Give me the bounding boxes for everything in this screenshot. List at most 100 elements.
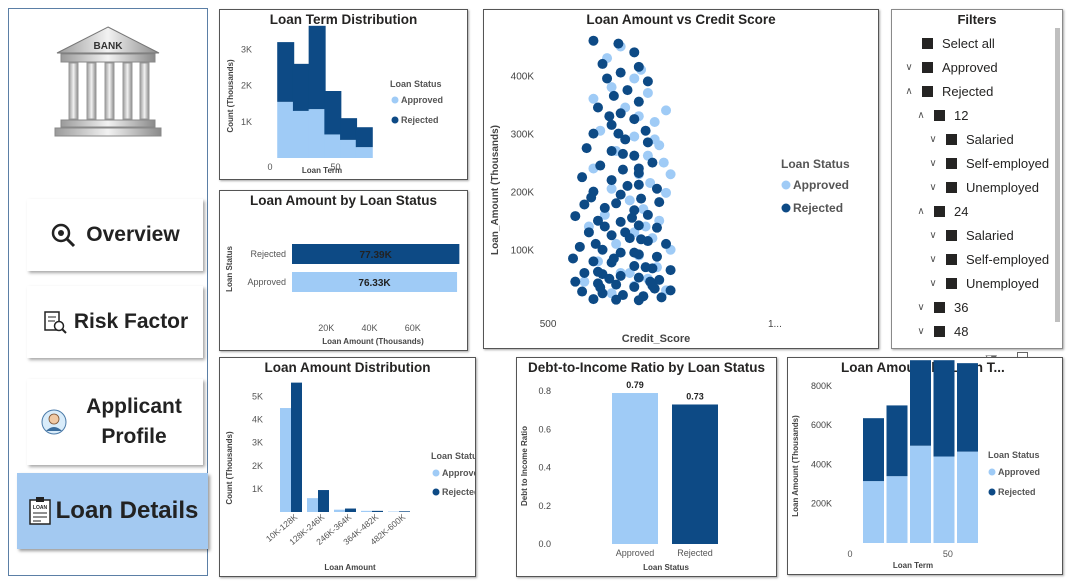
checkbox[interactable]: [922, 37, 933, 49]
scatter-point: [611, 279, 622, 290]
nav-overview-button[interactable]: Overview: [27, 199, 203, 271]
filter-item[interactable]: ∧ 12: [914, 104, 968, 126]
scatter-point: [647, 157, 658, 168]
y-tick-label: 2K: [241, 81, 252, 91]
chevron-up-icon[interactable]: ∧: [905, 85, 913, 97]
scatter-point: [633, 61, 644, 72]
scatter-point: [592, 215, 603, 226]
y-axis-label: Loan Status: [225, 246, 234, 292]
bar: [672, 404, 718, 544]
data-label: 0.73: [686, 391, 704, 401]
nav-applicant-profile-button[interactable]: Applicant Profile: [27, 379, 203, 465]
scatter-point: [622, 85, 633, 96]
navigation-panel: BANK Overview Risk Factor A: [8, 8, 208, 576]
filter-item-label: 12: [954, 107, 969, 123]
legend-label-approved: Approved: [998, 467, 1040, 477]
x-axis-label: Credit_Score: [622, 333, 690, 345]
chevron-down-icon[interactable]: ∨: [929, 157, 937, 169]
loan-term-distribution-panel: Loan Term Distribution Count (Thousands)…: [219, 9, 468, 180]
chevron-down-icon[interactable]: ∨: [929, 277, 937, 289]
filter-scrollbar[interactable]: [1055, 28, 1060, 322]
scatter-point: [629, 281, 640, 292]
filter-item[interactable]: ∨ Salaried: [926, 128, 1013, 150]
filter-item[interactable]: ∨ Unemployed: [926, 272, 1039, 294]
scatter-point: [654, 197, 665, 208]
x-tick-label: 0: [267, 162, 272, 172]
checkbox[interactable]: [946, 253, 957, 265]
y-tick-label: 300K: [511, 130, 535, 141]
filter-item-label: 36: [954, 299, 969, 315]
checkbox[interactable]: [946, 157, 957, 169]
loan-amount-distribution-panel: Loan Amount Distribution Count (Thousand…: [219, 357, 476, 577]
y-tick-label: 2K: [252, 461, 263, 471]
filter-item[interactable]: ∨ Unemployed: [926, 176, 1039, 198]
chevron-up-icon[interactable]: ∧: [917, 205, 925, 217]
filter-item[interactable]: ∧ Rejected: [902, 80, 993, 102]
scatter-point: [636, 193, 647, 204]
checkbox[interactable]: [946, 133, 957, 145]
nav-risk-factor-button[interactable]: Risk Factor: [27, 286, 203, 358]
bar-approved: [277, 101, 295, 158]
scatter-point: [588, 294, 599, 305]
checkbox[interactable]: [946, 181, 957, 193]
x-tick-label: 40K: [361, 323, 377, 333]
scatter-point: [654, 274, 665, 285]
scatter-point: [608, 253, 619, 264]
filter-item[interactable]: ∨ Approved: [902, 56, 997, 78]
nav-applicant-profile-label: Applicant Profile: [86, 395, 182, 448]
scatter-point: [651, 251, 662, 262]
legend-marker-approved: [391, 96, 399, 104]
chevron-up-icon[interactable]: ∧: [917, 109, 925, 121]
chevron-down-icon[interactable]: ∨: [929, 133, 937, 145]
nav-overview-label: Overview: [86, 223, 180, 246]
x-tick-label: Approved: [616, 548, 655, 558]
bar-rejected: [324, 91, 342, 135]
scatter-point: [615, 216, 626, 227]
chevron-down-icon[interactable]: ∨: [905, 61, 913, 73]
svg-text:LOAN: LOAN: [33, 505, 48, 511]
scatter-point: [583, 227, 594, 238]
chart-title: Loan Amount by Loan Status: [250, 193, 437, 208]
filter-item[interactable]: ∨ 48: [914, 320, 968, 342]
legend-label-approved: Approved: [401, 95, 443, 105]
bar-rejected: [340, 118, 358, 140]
filter-item[interactable]: ∨ Self-employed: [926, 152, 1049, 174]
scatter-point: [608, 90, 619, 101]
checkbox[interactable]: [934, 301, 945, 313]
loan-amount-by-loan-term-panel: Loan Amount by Loan T... Loan Amount (Th…: [787, 357, 1063, 575]
x-tick-label: 50: [330, 162, 340, 172]
scatter-point: [595, 282, 606, 293]
chevron-down-icon[interactable]: ∨: [929, 229, 937, 241]
scatter-point: [658, 157, 669, 168]
checkbox[interactable]: [934, 109, 945, 121]
chart-title: Loan Term Distribution: [269, 12, 418, 27]
scatter-point: [606, 82, 617, 93]
checkbox[interactable]: [934, 205, 945, 217]
y-tick-label: 4K: [252, 415, 263, 425]
scatter-point: [595, 160, 606, 171]
chevron-down-icon[interactable]: ∨: [917, 325, 925, 337]
scatter-point: [633, 179, 644, 190]
bar-rejected: [957, 363, 978, 452]
chevron-down-icon[interactable]: ∨: [929, 181, 937, 193]
nav-loan-details-button[interactable]: LOAN Loan Details: [17, 473, 208, 549]
checkbox[interactable]: [946, 229, 957, 241]
scatter-point: [597, 58, 608, 69]
checkbox[interactable]: [922, 61, 933, 73]
bar-approved: [334, 509, 345, 512]
x-tick-label: 500: [540, 319, 557, 330]
checkbox[interactable]: [934, 325, 945, 337]
checkbox[interactable]: [946, 277, 957, 289]
checkbox[interactable]: [922, 85, 933, 97]
filter-item[interactable]: Select all: [902, 32, 995, 54]
scatter-point: [611, 198, 622, 209]
filter-item[interactable]: ∨ Salaried: [926, 224, 1013, 246]
dti-by-loan-status-chart: Debt to Income Ratio Loan Status 0.0 0.2 0…: [520, 380, 718, 572]
filter-item[interactable]: ∧ 24: [914, 200, 968, 222]
chevron-down-icon[interactable]: ∨: [929, 253, 937, 265]
filter-item[interactable]: ∨ Self-employed: [926, 248, 1049, 270]
scatter-point: [577, 172, 588, 183]
filter-item[interactable]: ∨ 36: [914, 296, 968, 318]
scatter-point: [627, 212, 638, 223]
chevron-down-icon[interactable]: ∨: [917, 301, 925, 313]
